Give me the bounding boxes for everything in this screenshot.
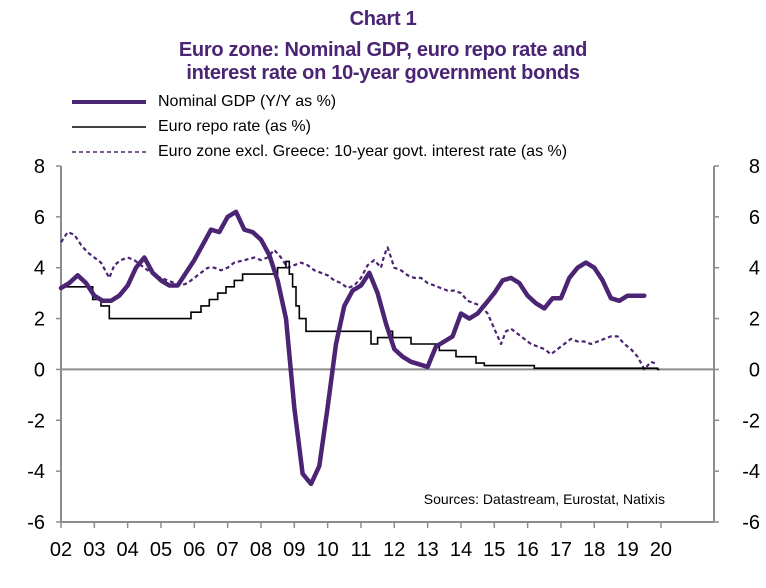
y-tick-label-left: 4 [34, 258, 45, 280]
x-tick-label: 06 [183, 539, 205, 561]
series-line-repo-rate [61, 260, 660, 371]
y-tick-label-left: -6 [27, 512, 45, 534]
source-note: Sources: Datastream, Eurostat, Natixis [424, 491, 665, 507]
chart-subtitle-line-1: Euro zone: Nominal GDP, euro repo rate a… [178, 39, 588, 61]
legend-label-bond: Euro zone excl. Greece: 10-year govt. in… [158, 143, 568, 160]
legend-swatch-repo [72, 126, 146, 128]
legend-swatch-bond [72, 151, 146, 153]
series-layer [58, 209, 660, 487]
x-tick-label: 11 [351, 539, 372, 561]
y-tick-label-left: 2 [34, 309, 45, 331]
chart-subtitle-line-2: interest rate on 10-year government bond… [186, 62, 580, 84]
legend-label-repo: Euro repo rate (as %) [158, 118, 311, 135]
x-tick-label: 19 [616, 539, 638, 561]
x-tick-label: 17 [550, 539, 572, 561]
x-tick-label: 09 [283, 539, 305, 561]
y-tick-label-left: 8 [34, 156, 45, 178]
x-tick-label: 15 [483, 539, 505, 561]
y-tick-label-right: 0 [749, 359, 760, 381]
legend-item-gdp: Nominal GDP (Y/Y as %) [70, 92, 336, 112]
x-tick-label: 02 [50, 539, 72, 561]
series-line-bond-yield [60, 231, 658, 371]
chart-title: Chart 1 [349, 8, 417, 30]
x-tick-label: 04 [117, 539, 139, 561]
y-tick-label-left: 0 [34, 359, 45, 381]
x-tick-label: 13 [417, 539, 439, 561]
x-tick-label: 05 [150, 539, 172, 561]
x-tick-label: 08 [250, 539, 272, 561]
x-tick-label: 12 [383, 539, 405, 561]
x-tick-label: 14 [450, 539, 472, 561]
x-tick-label: 20 [650, 539, 672, 561]
x-tick-label: 16 [516, 539, 538, 561]
y-tick-label-left: 6 [34, 207, 45, 229]
y-tick-label-right: -6 [742, 512, 760, 534]
legend-label-gdp: Nominal GDP (Y/Y as %) [158, 93, 337, 110]
y-tick-label-right: -2 [742, 410, 760, 432]
legend-swatch-gdp [72, 100, 146, 104]
axes: 8 86 64 42 20 0-2 -2-4 -4-6 -602 03 04 05 06 07 08 09 10… [27, 156, 760, 561]
x-tick-label: 03 [83, 539, 105, 561]
y-tick-label-right: -4 [742, 461, 760, 483]
x-tick-label: 07 [217, 539, 239, 561]
legend-item-bond: Euro zone excl. Greece: 10-year govt. in… [70, 142, 567, 162]
y-tick-label-right: 4 [749, 258, 760, 280]
x-tick-label: 10 [317, 539, 339, 561]
y-tick-label-right: 8 [749, 156, 760, 178]
legend-item-repo: Euro repo rate (as %) [70, 117, 311, 137]
series-line-nominal-gdp [58, 209, 647, 487]
x-tick-label: 18 [583, 539, 605, 561]
y-tick-label-left: -2 [27, 410, 45, 432]
y-tick-label-left: -4 [27, 461, 45, 483]
y-tick-label-right: 6 [749, 207, 760, 229]
y-tick-label-right: 2 [749, 309, 760, 331]
